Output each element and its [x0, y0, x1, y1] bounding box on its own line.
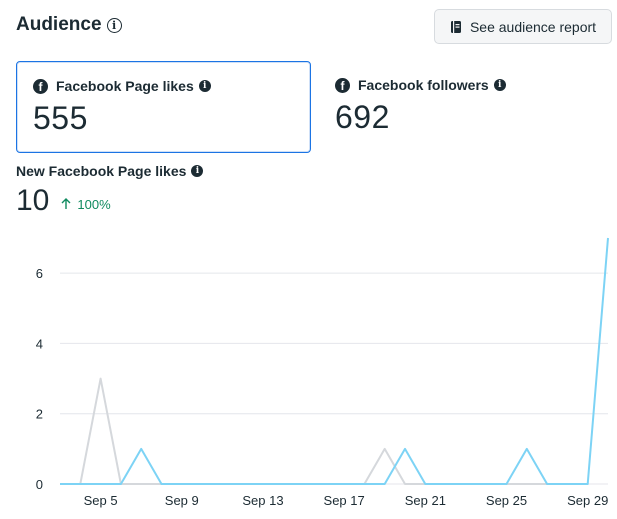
x-tick-label: Sep 17	[324, 493, 365, 508]
info-icon[interactable]: i	[106, 17, 122, 33]
x-tick-label: Sep 13	[242, 493, 283, 508]
page-likes-label: Facebook Page likes	[56, 78, 194, 94]
facebook-icon: f	[33, 78, 48, 94]
followers-card[interactable]: f Facebook followers i 692	[319, 61, 609, 153]
x-tick-label: Sep 25	[486, 493, 527, 508]
page-likes-card[interactable]: f Facebook Page likes i 555	[16, 61, 311, 153]
x-tick-label: Sep 29	[567, 493, 608, 508]
see-audience-report-label: See audience report	[469, 18, 597, 35]
y-tick-label: 6	[36, 266, 43, 281]
see-audience-report-button[interactable]: See audience report	[434, 9, 612, 44]
new-likes-chart: 0 2 4 6 Sep 5 Sep 9 Sep 13 Sep 17 Sep 21 Sep 25 Se…	[36, 237, 609, 508]
x-tick-label: Sep 9	[165, 493, 199, 508]
y-tick-label: 2	[36, 407, 43, 422]
x-tick-label: Sep 21	[405, 493, 446, 508]
y-tick-label: 4	[36, 336, 43, 351]
page-likes-value: 555	[33, 100, 88, 136]
followers-value: 692	[335, 99, 390, 135]
x-tick-label: Sep 5	[84, 493, 118, 508]
info-icon[interactable]: i	[493, 79, 506, 91]
change-percent: 100%	[77, 196, 111, 212]
info-icon[interactable]: i	[191, 165, 204, 177]
change-indicator: 100%	[61, 196, 111, 212]
info-icon[interactable]: i	[198, 80, 211, 92]
facebook-icon: f	[335, 77, 350, 93]
new-page-likes-section: New Facebook Page likes i 10 100%	[16, 163, 204, 218]
previous-period-line	[60, 377, 588, 485]
audience-title: Audience	[16, 14, 102, 35]
new-page-likes-value: 10	[16, 184, 50, 217]
page-title: Audience i	[16, 14, 122, 36]
arrow-up-icon	[61, 198, 71, 209]
followers-label: Facebook followers	[358, 77, 489, 93]
new-page-likes-label: New Facebook Page likes	[16, 163, 187, 179]
current-period-line	[60, 237, 609, 485]
report-book-icon	[450, 20, 461, 33]
y-tick-label: 0	[36, 477, 43, 492]
